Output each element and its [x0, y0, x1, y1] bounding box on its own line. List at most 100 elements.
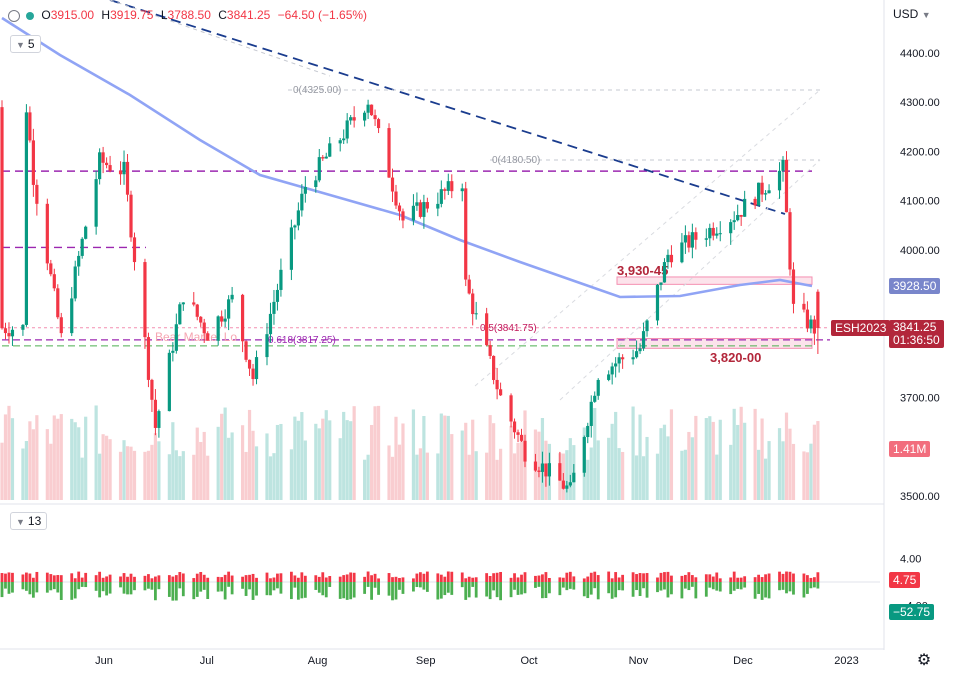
high-value: 3919.75	[110, 8, 154, 22]
candle-body	[181, 302, 185, 305]
osc-bar-down	[593, 582, 597, 589]
candle-body	[558, 463, 562, 481]
volume-bar	[439, 413, 443, 500]
candle-body	[352, 117, 356, 121]
candle-body	[73, 266, 77, 299]
volume-bar	[464, 422, 468, 500]
osc-bar-up	[84, 572, 88, 582]
volume-bar	[732, 408, 736, 500]
volume-bar	[129, 446, 133, 500]
osc-bar-down	[729, 582, 733, 595]
osc-bar-up	[419, 572, 422, 582]
candle-body	[401, 211, 405, 221]
candle-body	[345, 120, 349, 139]
osc-bar-up	[812, 577, 816, 582]
osc-bar-up	[80, 577, 84, 582]
volume-bar	[289, 449, 293, 500]
osc-bar-up	[446, 571, 450, 582]
volume-bar	[7, 405, 11, 500]
osc-bar-down	[202, 582, 206, 590]
osc-bar-down	[471, 582, 475, 587]
time-tick-label: Jun	[95, 655, 113, 667]
osc-bar-down	[199, 582, 203, 592]
volume-bar	[617, 448, 621, 500]
time-tick-label: Aug	[308, 655, 328, 667]
gear-icon[interactable]: ⚙	[916, 652, 932, 669]
candle-body	[98, 152, 102, 180]
candle-body	[596, 379, 600, 396]
volume-bar	[174, 450, 178, 500]
osc-bar-up	[35, 571, 39, 582]
osc-bar-up	[732, 571, 736, 582]
osc-bar-up	[425, 571, 429, 582]
osc-bar-down	[220, 582, 224, 592]
osc-bar-down	[485, 582, 489, 597]
volume-bar	[56, 418, 60, 500]
candle-body	[683, 235, 687, 243]
volume-bar	[52, 415, 56, 500]
candle-body	[439, 189, 443, 204]
fib-0618-label: 0.618(3817.25)	[268, 335, 336, 346]
candle-body	[418, 202, 422, 217]
candle-body	[467, 279, 471, 294]
osc-bar-down	[206, 582, 210, 600]
volume-bar	[373, 406, 377, 500]
candle-body	[376, 119, 381, 129]
candle-body	[314, 180, 318, 188]
candle-body	[509, 395, 513, 422]
volume-bar	[443, 415, 447, 500]
osc-bar-up	[760, 577, 764, 582]
candle-body	[474, 313, 478, 315]
osc-bar-up	[589, 572, 593, 582]
volume-bar	[763, 458, 768, 500]
osc-bar-down	[276, 582, 279, 589]
osc-bar-down	[781, 582, 785, 590]
candle-body	[621, 357, 625, 360]
currency-selector[interactable]: USD ▼	[893, 7, 931, 21]
osc-bar-up	[460, 572, 464, 582]
osc-bar-up	[680, 575, 684, 582]
osc-bar-up	[586, 576, 590, 582]
chart-axes: 3500.00 3700.00 4000.00 4100.00 4200.00 4300.…	[95, 48, 940, 667]
volume-bar	[178, 456, 182, 500]
osc-bar-up	[568, 571, 572, 582]
osc-bar-up	[314, 575, 318, 582]
resistance-zone	[616, 276, 813, 285]
sub-pane-indicator-toggle[interactable]: ▼ 13	[10, 512, 48, 530]
osc-bar-down	[230, 582, 234, 595]
osc-bar-up	[248, 574, 251, 582]
osc-bar-down	[398, 582, 401, 590]
volume-bar	[35, 415, 39, 500]
osc-bar-up	[509, 577, 513, 582]
osc-bar-down	[509, 582, 513, 598]
main-pane-indicator-toggle[interactable]: ▼ 5	[10, 35, 41, 53]
candle-body	[732, 220, 736, 223]
volume-bar	[645, 436, 649, 500]
candle-body	[80, 238, 84, 256]
osc-bar-down	[753, 582, 757, 599]
osc-bar-up	[363, 576, 367, 582]
osc-bar-up	[788, 571, 792, 582]
osc-bar-up	[272, 577, 276, 582]
eye-icon[interactable]	[8, 9, 20, 22]
candle-body	[533, 461, 538, 471]
osc-bar-up	[206, 577, 210, 582]
osc-bar-up	[11, 572, 14, 582]
osc-bar-down	[45, 582, 49, 593]
osc-bar-down	[495, 582, 499, 598]
volume-bar	[101, 434, 105, 500]
candle-body	[816, 291, 820, 329]
osc-bar-up	[523, 572, 527, 582]
candle-body	[784, 159, 789, 213]
osc-bar-up	[154, 576, 157, 582]
volume-bar	[199, 441, 203, 500]
volume-bar	[805, 452, 810, 500]
volume-bar	[397, 444, 402, 500]
osc-bar-down	[436, 582, 440, 600]
osc-bar-up	[659, 572, 663, 582]
osc-bar-up	[4, 573, 7, 582]
osc-bar-down	[614, 582, 618, 598]
candle-body	[171, 350, 175, 353]
volume-bar	[784, 412, 789, 500]
